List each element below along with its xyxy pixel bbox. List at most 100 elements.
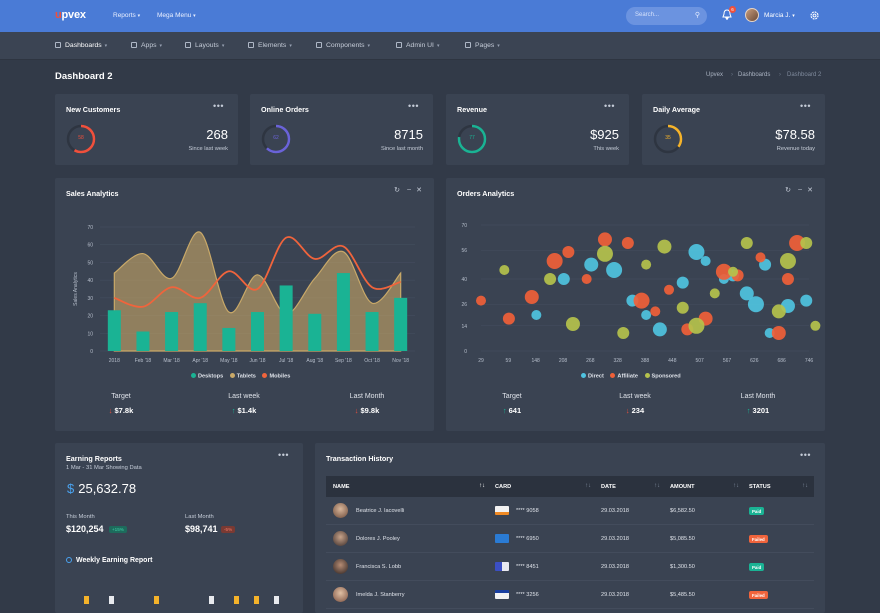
sort-icon[interactable]: ↑↓ [585,483,591,489]
scatter-point-direct [747,296,764,313]
column-header-card[interactable]: CARD [495,484,512,490]
transaction-card: **** 6950 [516,536,539,542]
legend-dot-sponsored [644,373,650,378]
scatter-point-direct [700,256,711,266]
table-row[interactable]: Dolores J. Pooley **** 6950 29.03.2018 $… [326,525,814,553]
x-tick-label: 626 [750,358,759,364]
scatter-point-direct [584,257,599,272]
bar-desktops [365,312,379,351]
x-tick-label: May '18 [220,358,238,364]
minimize-icon[interactable]: – [407,186,411,193]
column-header-amount[interactable]: AMOUNT [670,484,695,490]
card-title: Earning Reports [66,454,122,463]
sort-icon[interactable]: ↑↓ [802,483,808,489]
y-tick-label: 14 [461,324,467,330]
weekly-bar [109,596,114,604]
more-icon[interactable]: ••• [213,101,224,111]
kpi-ring-value: 35 [665,135,671,141]
kpi-value: 8715 [394,127,423,142]
breadcrumb-upvex[interactable]: Upvex [706,72,724,78]
kpi-title: Daily Average [653,105,701,114]
x-tick-label: 29 [478,358,484,364]
kpi-title: Online Orders [261,105,309,114]
status-badge: Paid [749,563,765,571]
x-tick-label: Mar '18 [163,358,180,364]
admin-icon [396,42,402,48]
refresh-icon[interactable]: ↻ [394,187,400,194]
sort-icon[interactable]: ↑↓ [733,483,739,489]
nav-components[interactable]: Components ▾ [316,42,370,49]
nav-admin-ui[interactable]: Admin UI ▾ [396,42,439,49]
breadcrumb-dashboards[interactable]: Dashboards [738,72,771,78]
close-icon[interactable]: ✕ [416,187,422,194]
x-tick-label: 208 [559,358,568,364]
nav-pages[interactable]: Pages ▾ [465,42,500,49]
last-month-label: Last Month [185,514,214,520]
sort-icon[interactable]: ↑↓ [479,483,485,489]
orders-stat-last-week: Last week ↓ 234 [619,393,651,415]
scatter-point-affiliate [715,263,732,280]
sort-icon[interactable]: ↑↓ [654,483,660,489]
user-avatar[interactable] [745,8,759,22]
transaction-amount: $6,582.50 [670,508,695,514]
x-tick-label: 507 [695,358,704,364]
sales-stat-target: Target ↓ $7.8k [108,393,134,415]
y-tick-label: 20 [87,314,93,320]
kpi-card-revenue: Revenue ••• 77 $925 This week [446,94,629,165]
bell-icon[interactable] [722,9,732,20]
minimize-icon[interactable]: – [798,186,802,193]
weekly-bar [209,596,214,604]
scatter-point-sponsored [676,301,689,314]
bar-desktops [279,285,293,351]
y-tick-label: 56 [461,248,467,254]
close-icon[interactable]: ✕ [807,187,813,194]
reports-menu[interactable]: Reports ▾ [113,12,141,19]
more-icon[interactable]: ••• [278,450,289,460]
scatter-point-affiliate [524,290,539,304]
kpi-subtitle: Revenue today [776,146,815,152]
gear-icon[interactable] [809,10,820,21]
y-axis-label: Sales Analytics [73,272,79,306]
refresh-icon[interactable]: ↻ [785,187,791,194]
more-icon[interactable]: ••• [604,101,615,111]
search-input[interactable]: Search... ⚲ [626,7,707,25]
scatter-point-affiliate [789,235,806,251]
scatter-point-sponsored [728,266,739,277]
mega-menu[interactable]: Mega Menu ▾ [157,12,196,19]
table-row[interactable]: Beatrice J. Iacovelli **** 9058 29.03.20… [326,497,814,525]
nav-dashboards[interactable]: Dashboards ▾ [55,42,107,49]
transaction-amount: $1,300.50 [670,564,695,570]
weekly-bar [84,596,89,604]
scatter-point-sponsored [810,320,821,331]
column-header-name[interactable]: NAME [333,484,350,490]
user-menu[interactable]: Marcia J. ▾ [764,12,795,19]
table-row[interactable]: Imelda J. Stanberry **** 3256 29.03.2018… [326,581,814,609]
scatter-point-affiliate [664,284,675,295]
kpi-title: New Customers [66,105,121,114]
brand-logo[interactable]: upvex [55,9,86,21]
scatter-point-affiliate [755,252,766,263]
column-header-date[interactable]: DATE [601,484,616,490]
amex-card-icon [495,534,509,543]
y-tick-label: 70 [87,225,93,231]
column-header-status[interactable]: STATUS [749,484,771,490]
table-row[interactable]: Francisca S. Lobb **** 8451 29.03.2018 $… [326,553,814,581]
kpi-value: 268 [206,127,228,142]
bar-desktops [165,312,179,351]
kpi-card-daily-average: Daily Average ••• 35 $78.58 Revenue toda… [642,94,825,165]
nav-elements[interactable]: Elements ▾ [248,42,292,49]
series-area-tablets [113,231,402,352]
breadcrumb-current: Dashboard 2 [787,72,822,78]
earning-total: $25,632.78 [67,481,137,496]
more-icon[interactable]: ••• [800,101,811,111]
more-icon[interactable]: ••• [408,101,419,111]
legend-dot-direct [581,373,586,378]
nav-apps[interactable]: Apps ▾ [131,42,162,49]
nav-layouts[interactable]: Layouts ▾ [185,42,224,49]
x-tick-label: Sep '18 [335,358,352,364]
arrow-up-icon: ↑ [231,406,236,415]
scatter-point-direct [606,262,623,278]
more-icon[interactable]: ••• [800,450,811,460]
y-tick-label: 30 [87,296,93,302]
transaction-amount: $5,485.50 [670,592,695,598]
